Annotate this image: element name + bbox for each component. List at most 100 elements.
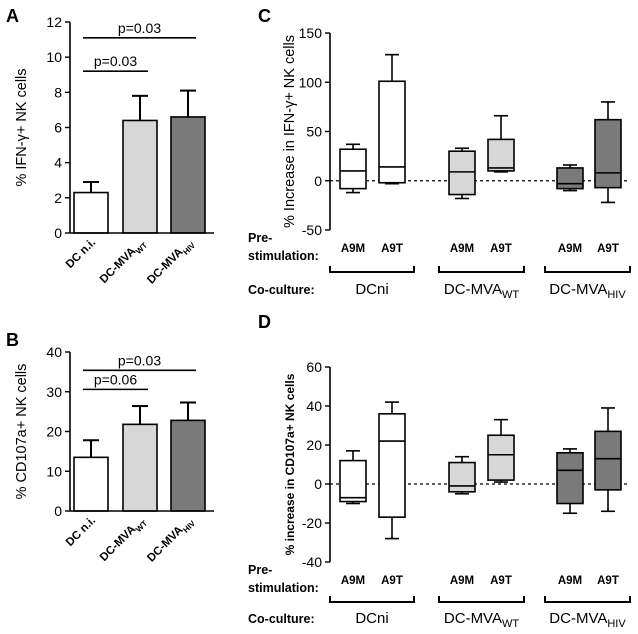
y-tick-label: 0 [54,503,62,519]
p-value-label: p=0.06 [94,371,137,387]
label-main: DC n.i. [64,237,98,271]
group-bracket [438,596,525,603]
coculture-row-title: Co-culture: [248,283,315,297]
box [448,461,476,493]
p-value-label: p=0.03 [118,20,161,36]
label-subscript: WT [502,618,519,630]
y-tick-label: 40 [306,398,322,414]
prestimulation-row-title: Pre- [248,231,272,245]
box [378,412,406,518]
y-tick-label: 60 [306,359,322,375]
prestimulation-label: A9M [341,243,365,255]
y-tick-label: 12 [46,14,62,30]
y-tick-label: 30 [46,384,62,400]
bar-chart-ifn-gamma: 0 2 4 6 8 10 12 % IFN-γ+ NK cells DC n.i. DC-MVAW… [14,14,214,288]
bar [122,423,158,512]
box [594,118,622,189]
label-main: DC-MVA [98,245,138,285]
box [487,434,515,481]
x-category-label: DC-MVAWT [98,515,149,566]
prestimulation-label: A9T [381,243,403,255]
y-tick-label: 6 [54,120,62,136]
bar [170,419,206,512]
y-tick-label: 150 [299,25,323,41]
coculture-group-label: DC-MVAHIV [549,281,626,301]
label-subscript: HIV [607,618,626,630]
y-axis-title: % increase in CD107a+ NK cells [283,373,297,555]
group-bracket [438,266,525,273]
panel-label: C [258,6,271,26]
box [339,148,367,190]
y-tick-label: -50 [302,222,322,238]
y-tick-label: -20 [302,515,322,531]
prestimulation-row-title: stimulation: [248,249,319,263]
prestimulation-label: A9T [490,243,512,255]
box [448,150,476,196]
y-tick-label: 0 [54,225,62,241]
box [378,80,406,184]
x-category-label: DC-MVAHIV [145,514,197,566]
box [556,167,584,190]
x-category-label: DC-MVAHIV [145,236,197,288]
group-bracket [544,596,631,603]
group-bracket [329,596,415,603]
label-main: DC-MVA [145,246,185,286]
bar [170,116,206,234]
p-value-label: p=0.03 [118,352,161,368]
p-value-label: p=0.03 [94,53,137,69]
label-main: DCni [355,610,388,627]
label-main: DC-MVA [549,281,607,298]
y-tick-label: 2 [54,190,62,206]
box [339,459,367,503]
prestimulation-label: A9M [341,575,365,587]
y-tick-label: 0 [314,476,322,492]
prestimulation-label: A9T [490,575,512,587]
box-plot-ifn-gamma-increase: -50 0 50 100 150% Increase in IFN-γ+ NK cell… [248,25,631,301]
bar [122,119,158,234]
group-bracket [329,266,415,273]
box-plot-cd107a-increase: -40 -20 0 20 40 60 % increase in CD107a+ NK ce… [248,359,631,630]
y-axis-title: % IFN-γ+ NK cells [14,68,30,186]
label-main: DC-MVA [98,523,138,563]
panel-label: B [6,330,19,350]
prestimulation-label: A9T [597,243,619,255]
x-category-label: DC n.i. [64,237,98,271]
prestimulation-label: A9T [597,575,619,587]
coculture-group-label: DCni [355,281,388,298]
bar [73,191,109,234]
coculture-group-label: DC-MVAWT [444,281,519,301]
prestimulation-label: A9T [381,575,403,587]
coculture-row-title: Co-culture: [248,612,315,626]
label-main: DC-MVA [145,524,185,564]
bar [73,456,109,512]
label-main: DC n.i. [64,515,98,549]
y-tick-label: 0 [314,173,322,189]
y-tick-label: 50 [306,124,322,140]
box [556,451,584,505]
y-tick-label: 20 [306,437,322,453]
coculture-group-label: DC-MVAWT [444,610,519,630]
prestimulation-row-title: stimulation: [248,581,319,595]
y-tick-label: 8 [54,84,62,100]
panel-label: D [258,312,271,332]
y-axis-title: % Increase in IFN-γ+ NK cells [282,35,298,228]
y-axis-title: % CD107a+ NK cells [14,364,30,500]
label-subscript: WT [502,289,519,301]
y-tick-label: -40 [302,554,322,570]
prestimulation-label: A9M [558,243,582,255]
label-main: DCni [355,281,388,298]
label-main: DC-MVA [549,610,607,627]
y-tick-label: 20 [46,424,62,440]
label-main: DC-MVA [444,281,502,298]
prestimulation-label: A9M [450,243,474,255]
label-main: DC-MVA [444,610,502,627]
box [594,430,622,491]
x-category-label: DC n.i. [64,515,98,549]
y-tick-label: 100 [299,74,323,90]
panel-label: A [6,6,19,26]
prestimulation-label: A9M [450,575,474,587]
y-tick-label: 4 [54,155,62,171]
x-category-label: DC-MVAWT [98,237,149,288]
